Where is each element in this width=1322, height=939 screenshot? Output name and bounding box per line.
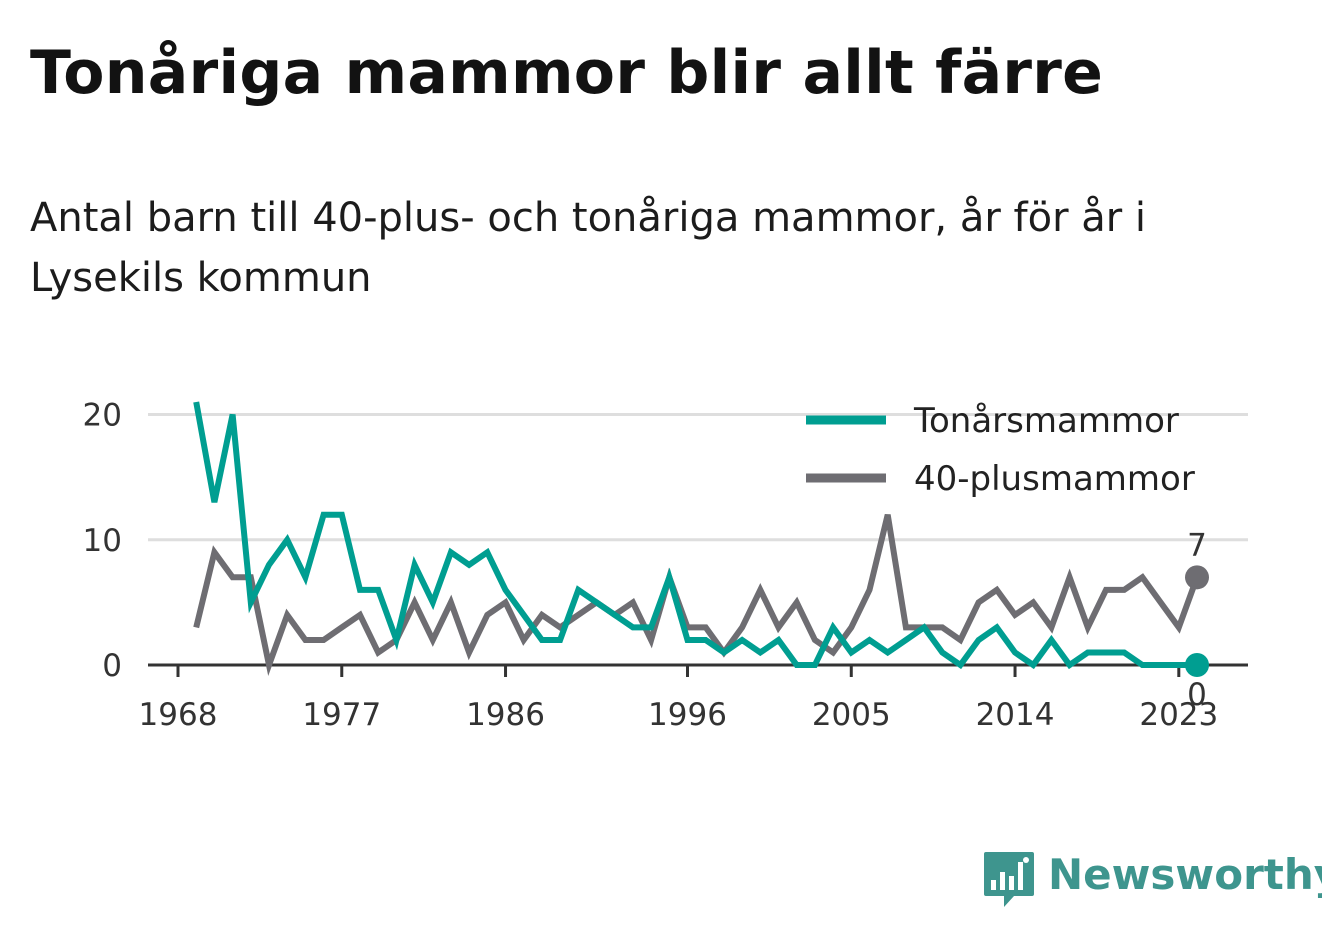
x-tick-label: 1977	[302, 697, 381, 733]
bar-chart-speech-bubble-icon	[984, 852, 1034, 907]
series-end-label-1: 7	[1187, 527, 1207, 563]
brand-name: Newsworthy	[1048, 850, 1322, 899]
newsworthy-logo: Newsworthy	[982, 850, 1322, 914]
y-tick-label: 0	[102, 648, 122, 684]
series-line-0	[193, 401, 1197, 670]
series-end-label-0: 0	[1187, 677, 1207, 713]
end-labels: 07	[1185, 527, 1209, 713]
chart-subtitle: Antal barn till 40-plus- och tonåriga ma…	[30, 195, 1147, 301]
legend-label-0: Tonårsmammor	[913, 401, 1179, 441]
legend: Tonårsmammor 40-plusmammor	[806, 401, 1195, 499]
series-line-1	[193, 513, 1200, 676]
legend-label-1: 40-plusmammor	[914, 459, 1195, 499]
series-lines	[193, 401, 1200, 676]
x-tick-label: 1986	[466, 697, 545, 733]
x-tick-label: 2005	[812, 697, 891, 733]
x-axis: 0 10 20 1968 1977 1986 1996 2005 2014 2023	[83, 398, 1248, 733]
y-tick-label: 10	[83, 523, 122, 559]
x-tick-label: 2023	[1139, 697, 1218, 733]
series-end-marker-0	[1185, 653, 1209, 677]
y-tick-label: 20	[83, 398, 122, 434]
x-tick-label: 1968	[139, 697, 218, 733]
chart-title: Tonåriga mammor blir allt färre	[30, 38, 1104, 108]
x-tick-label: 2014	[976, 697, 1055, 733]
x-tick-label: 1996	[648, 697, 727, 733]
gridlines	[148, 413, 1248, 542]
series-end-marker-1	[1185, 565, 1209, 590]
